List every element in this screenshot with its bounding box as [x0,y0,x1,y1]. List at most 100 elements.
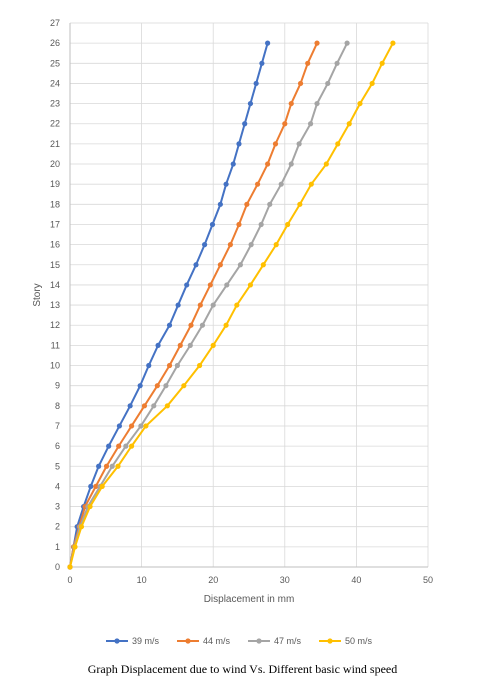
data-point [207,282,213,288]
data-point [127,403,133,409]
data-point [128,443,135,449]
data-point [282,121,288,127]
data-point [236,141,242,147]
data-point [96,463,102,469]
data-point [197,302,203,308]
y-tick-label: 22 [50,119,60,129]
data-point [390,40,396,46]
data-point [128,423,135,429]
x-tick-label: 20 [208,575,218,585]
data-point [166,362,173,369]
data-point [278,181,284,187]
y-tick-label: 11 [51,340,60,350]
data-point [174,362,180,369]
y-tick-label: 1 [55,542,60,552]
data-point [307,121,314,127]
data-point [242,121,248,127]
data-point [297,201,303,207]
y-tick-label: 24 [50,78,60,88]
data-point [236,221,242,228]
series-lines [67,40,396,570]
data-point [193,262,199,268]
figure-caption: Graph Displacement due to wind Vs. Diffe… [87,662,398,676]
data-point [230,161,236,167]
y-tick-label: 26 [50,38,60,48]
y-tick-label: 4 [55,481,60,491]
data-point [247,282,254,288]
y-tick-label: 25 [50,58,60,68]
data-point [115,463,121,469]
x-tick-label: 0 [67,575,72,585]
data-point [72,544,78,550]
data-point [199,322,206,328]
data-point [234,302,240,308]
displacement-chart: 0123456789101112131415161718192021222324… [32,18,433,646]
data-point [227,242,233,248]
data-point [305,60,311,66]
data-point [116,423,123,429]
data-point [335,141,341,147]
y-tick-label: 27 [50,18,60,28]
legend-label: 44 m/s [203,636,231,646]
data-point [116,443,122,449]
data-point [237,262,244,268]
data-point [288,161,294,167]
data-point [78,524,85,530]
data-point [143,423,149,429]
y-tick-label: 3 [55,502,60,512]
y-tick-label: 14 [50,280,60,290]
data-point [369,80,375,87]
y-tick-label: 15 [50,260,60,270]
legend-label: 47 m/s [274,636,302,646]
y-tick-label: 2 [55,522,60,532]
y-tick-label: 7 [55,421,60,431]
data-point [88,483,94,490]
y-tick-label: 13 [50,300,60,310]
x-tick-label: 50 [423,575,433,585]
tick-labels: 0123456789101112131415161718192021222324… [50,18,433,585]
data-point [196,362,203,369]
y-tick-label: 10 [50,361,60,371]
data-point [184,282,190,288]
data-point [314,40,320,46]
data-point [296,141,302,147]
data-point [267,201,273,207]
data-point [155,342,161,348]
data-point [357,100,363,107]
data-point [259,60,265,66]
x-axis-label: Displacement in mm [204,594,295,605]
data-point [273,242,279,248]
y-tick-label: 0 [55,562,60,572]
legend-label: 50 m/s [345,636,373,646]
data-point [166,322,173,328]
data-point [164,403,170,409]
data-point [209,221,216,228]
x-tick-label: 10 [137,575,147,585]
data-point [258,221,264,228]
y-tick-label: 17 [50,219,60,229]
y-tick-label: 12 [50,320,60,330]
data-point [177,342,183,348]
data-point [223,181,229,187]
data-point [265,161,271,167]
x-tick-label: 30 [280,575,290,585]
data-point [346,121,352,127]
data-point [224,282,230,288]
x-tick-label: 40 [351,575,361,585]
data-point [146,362,152,369]
data-point [175,302,181,308]
data-point [247,100,254,107]
y-tick-label: 23 [50,99,60,109]
legend-label: 39 m/s [132,636,160,646]
data-point [137,383,143,389]
data-point [288,100,294,107]
data-point [154,383,160,389]
data-point [188,322,194,328]
data-point [87,503,93,510]
legend-marker [327,638,333,644]
data-point [210,302,216,308]
data-point [109,463,115,469]
y-tick-label: 5 [55,461,60,471]
data-point [272,141,279,147]
data-point [314,100,320,107]
